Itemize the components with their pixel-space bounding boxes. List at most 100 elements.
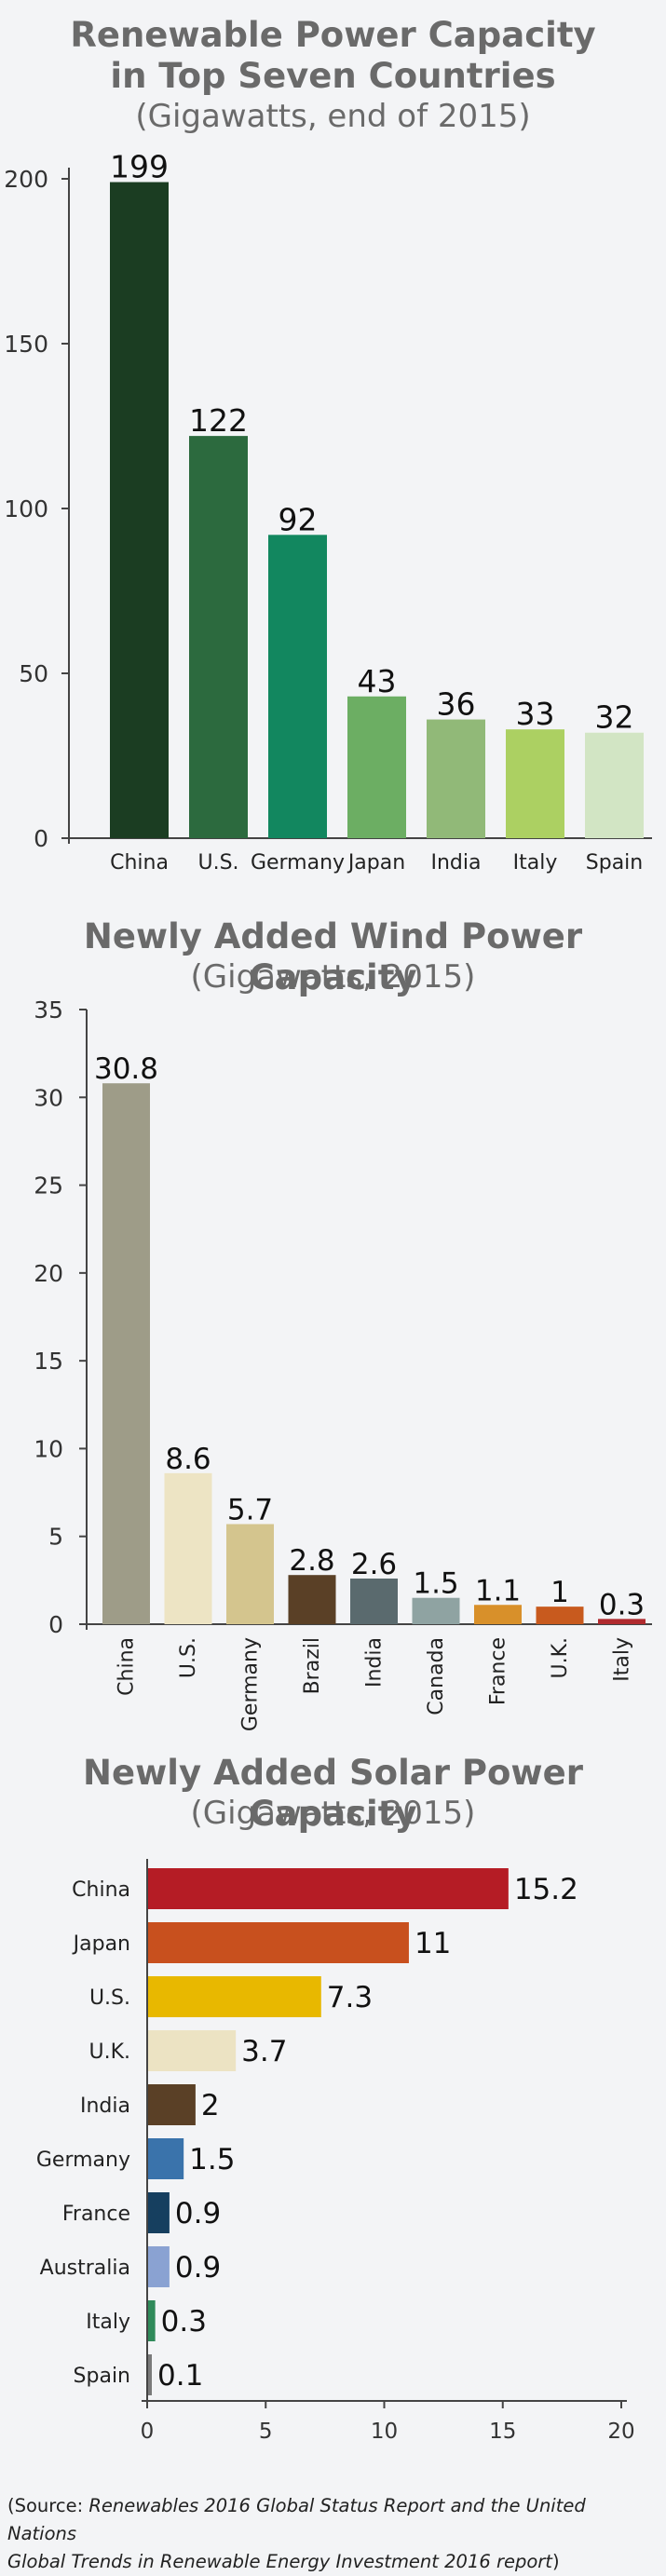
- x-tick-label: Germany: [239, 1637, 263, 1731]
- data-label: 3.7: [241, 2035, 287, 2068]
- bar-spain: [585, 732, 644, 838]
- data-label: 8.6: [165, 1443, 211, 1476]
- bar-uk: [148, 2030, 237, 2071]
- y-tick-label: 20: [34, 1260, 63, 1287]
- x-tick-label: Brazil: [301, 1637, 324, 1694]
- data-label: 2.8: [289, 1544, 334, 1578]
- x-tick-label: U.K.: [549, 1637, 572, 1679]
- y-tick-label: Germany: [36, 2149, 130, 2172]
- data-label: 7.3: [327, 1981, 373, 2014]
- source-italic-line2: Global Trends in Renewable Energy Invest…: [7, 2551, 552, 2572]
- x-tick-label: China: [110, 851, 169, 874]
- x-tick-label: U.S.: [177, 1637, 200, 1678]
- data-label: 199: [110, 149, 169, 185]
- bar-us: [189, 436, 248, 838]
- chart3-subtitle: (Gigawatts, 2015): [190, 1795, 476, 1832]
- data-label: 1: [550, 1576, 569, 1609]
- y-tick-label: 25: [34, 1173, 63, 1200]
- source-suffix: ): [551, 2551, 560, 2572]
- x-tick-label: 20: [607, 2420, 634, 2444]
- chart1-title-line1: Renewable Power Capacity: [70, 15, 596, 55]
- bar-spain: [148, 2354, 152, 2395]
- chart1-subtitle: (Gigawatts, end of 2015): [135, 98, 531, 135]
- x-tick-label: Italy: [611, 1637, 634, 1682]
- bar-india: [350, 1578, 398, 1624]
- data-label: 5.7: [227, 1494, 273, 1527]
- x-tick-label: 5: [259, 2420, 273, 2444]
- data-label: 1.1: [475, 1574, 521, 1607]
- y-tick-label: France: [62, 2203, 130, 2226]
- y-tick-label: China: [72, 1878, 130, 1902]
- data-label: 15.2: [514, 1873, 578, 1906]
- bar-italy: [506, 729, 564, 838]
- bar-japan: [347, 696, 406, 838]
- data-label: 1.5: [413, 1567, 458, 1601]
- data-label: 30.8: [94, 1052, 158, 1086]
- bar-italy: [598, 1619, 646, 1624]
- chart-solar-capacity: Newly Added Solar Power Capacity (Gigawa…: [0, 1732, 666, 2477]
- chart-renewable-capacity: Renewable Power Capacity in Top Seven Co…: [0, 0, 666, 875]
- bar-china: [102, 1083, 150, 1624]
- bar-france: [148, 2192, 170, 2233]
- data-label: 2: [201, 2089, 220, 2122]
- bar-china: [110, 182, 169, 838]
- y-tick-label: 50: [19, 660, 48, 687]
- data-label: 32: [595, 699, 634, 736]
- data-label: 43: [358, 663, 397, 699]
- chart2-subtitle: (Gigawatts, 2015): [190, 958, 476, 996]
- x-tick-label: Germany: [251, 851, 345, 874]
- x-tick-label: U.S.: [197, 851, 238, 874]
- bar-india: [148, 2084, 196, 2125]
- source-italic-line1: Renewables 2016 Global Status Report and…: [7, 2495, 586, 2544]
- y-tick-label: India: [80, 2095, 130, 2118]
- x-tick-label: India: [431, 851, 482, 874]
- data-label: 122: [189, 402, 248, 439]
- data-label: 0.9: [175, 2197, 221, 2230]
- data-label: 11: [415, 1927, 451, 1960]
- bar-germany: [148, 2138, 184, 2179]
- x-tick-label: Canada: [425, 1637, 448, 1715]
- bar-italy: [148, 2300, 156, 2341]
- y-tick-label: Italy: [86, 2311, 130, 2334]
- bar-germany: [226, 1524, 274, 1624]
- y-tick-label: U.K.: [88, 2040, 130, 2064]
- x-tick-label: France: [487, 1637, 510, 1705]
- chart3-plot: 0 5 10 15 20 15.2 China 11 Japan 7.3 U.S. 3.7 U.K. 2 I…: [36, 1859, 635, 2444]
- data-label: 36: [437, 686, 476, 723]
- y-tick-label: 100: [4, 495, 48, 522]
- chart1-plot: 0 50 100 150 200 199 China 122 U.S. 92 Germany 43 Ja…: [4, 149, 652, 874]
- y-tick-label: 15: [34, 1348, 63, 1375]
- bar-france: [474, 1605, 522, 1624]
- y-tick-label: 30: [34, 1084, 63, 1111]
- chart2-title: Newly Added Wind Power Capacity: [83, 916, 583, 997]
- bar-china: [148, 1868, 509, 1909]
- chart1-title-line2: in Top Seven Countries: [110, 56, 556, 96]
- x-tick-label: Italy: [513, 851, 558, 874]
- y-tick-label: 200: [4, 166, 48, 193]
- y-tick-label: Japan: [72, 1932, 130, 1956]
- bar-us: [164, 1472, 212, 1624]
- data-label: 0.3: [599, 1588, 645, 1621]
- y-tick-label: 150: [4, 331, 48, 358]
- data-label: 33: [516, 696, 555, 732]
- bar-canada: [412, 1597, 460, 1624]
- bar-india: [427, 719, 485, 838]
- y-tick-label: 35: [34, 997, 63, 1024]
- chart3-title: Newly Added Solar Power Capacity: [83, 1753, 583, 1834]
- data-label: 0.1: [157, 2359, 203, 2393]
- chart2-plot: 0 5 10 15 20 25 30 35 30.8 China 8.6 U.S. 5.7 Germany…: [34, 997, 652, 1731]
- y-tick-label: 0: [48, 1611, 63, 1638]
- y-tick-label: 5: [48, 1524, 63, 1551]
- x-tick-label: 15: [489, 2420, 516, 2444]
- bar-uk: [536, 1607, 584, 1624]
- y-tick-label: 10: [34, 1435, 63, 1462]
- data-label: 1.5: [189, 2143, 235, 2176]
- data-label: 0.3: [161, 2305, 207, 2339]
- y-tick-label: U.S.: [89, 1986, 130, 2010]
- x-tick-label: Spain: [586, 851, 643, 874]
- bar-japan: [148, 1922, 409, 1963]
- bar-brazil: [288, 1575, 336, 1624]
- x-tick-label: India: [363, 1637, 387, 1688]
- x-tick-label: 0: [141, 2420, 155, 2444]
- y-tick-label: 0: [34, 825, 48, 852]
